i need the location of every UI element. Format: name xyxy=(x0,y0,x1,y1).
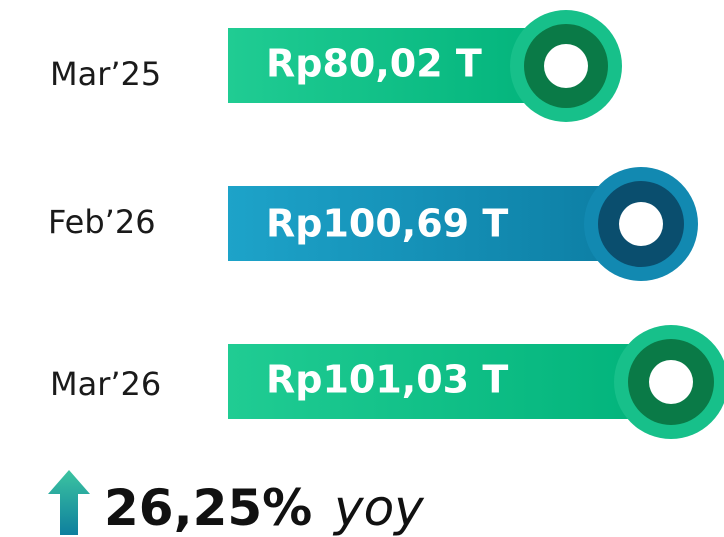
row-value: Rp80,02 T xyxy=(266,42,482,86)
growth-unit: yoy xyxy=(332,479,425,537)
bar xyxy=(228,186,642,261)
row-label: Mar’25 xyxy=(50,55,161,93)
knob-ring xyxy=(619,202,663,246)
row: Mar’26 Rp101,03 T xyxy=(50,325,724,439)
knob-ring xyxy=(544,44,588,88)
growth-value: 26,25% xyxy=(104,479,312,537)
row-value: Rp100,69 T xyxy=(266,202,508,246)
bar xyxy=(228,344,672,419)
row: Mar’25 Rp80,02 T xyxy=(50,10,622,122)
row-value: Rp101,03 T xyxy=(266,358,508,402)
knob-ring xyxy=(649,360,693,404)
row: Feb’26 Rp100,69 T xyxy=(48,167,698,281)
row-label: Feb’26 xyxy=(48,203,156,241)
row-label: Mar’26 xyxy=(50,365,161,403)
up-arrow xyxy=(48,470,90,535)
